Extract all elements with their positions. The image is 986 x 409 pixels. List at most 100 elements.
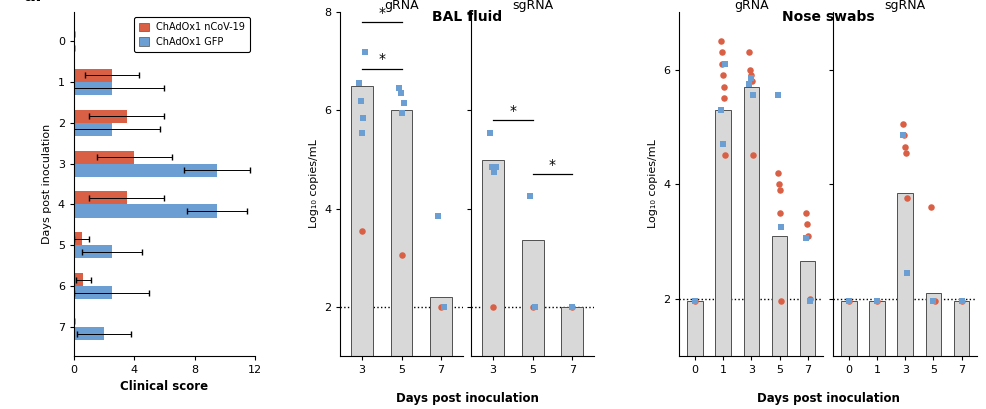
Point [797, 209, 812, 216]
Point [799, 221, 814, 227]
Bar [482, 160, 504, 405]
Point [686, 298, 702, 305]
Bar [952, 301, 968, 409]
Point [716, 95, 732, 101]
Point [797, 235, 812, 242]
Y-axis label: Days post inoculation: Days post inoculation [42, 124, 52, 244]
Bar [74, 110, 126, 123]
Point [715, 141, 731, 147]
Point [351, 80, 367, 87]
Bar [74, 204, 217, 218]
Point [743, 78, 759, 84]
Text: BAL fluid: BAL fluid [432, 10, 502, 24]
Point [896, 144, 912, 150]
Bar [390, 110, 412, 405]
Point [869, 298, 884, 305]
Point [713, 38, 729, 44]
Point [487, 164, 503, 170]
Bar [925, 293, 941, 409]
Point [396, 100, 412, 106]
Point [717, 152, 733, 159]
Point [484, 164, 500, 170]
Point [772, 209, 788, 216]
Point [686, 298, 702, 305]
Point [433, 303, 449, 310]
Bar [351, 86, 373, 405]
Point [742, 75, 758, 81]
Bar [74, 82, 111, 95]
Point [895, 132, 911, 139]
Point [840, 298, 856, 305]
Point [897, 149, 913, 156]
Bar [74, 123, 111, 136]
Point [486, 169, 502, 175]
Point [894, 121, 910, 127]
Title: sgRNA: sgRNA [883, 0, 925, 12]
Point [927, 298, 943, 305]
Point [713, 106, 729, 113]
Point [869, 298, 884, 305]
Point [485, 303, 501, 310]
Title: gRNA: gRNA [384, 0, 418, 12]
Bar [430, 297, 452, 405]
Text: Nose swabs: Nose swabs [781, 10, 874, 24]
Bar [715, 110, 730, 409]
Text: *: * [378, 6, 385, 20]
Point [740, 81, 756, 87]
Text: *: * [509, 104, 516, 118]
Point [393, 252, 409, 258]
Point [773, 298, 789, 305]
Bar [74, 273, 83, 286]
Bar [869, 301, 883, 409]
Bar [840, 301, 856, 409]
Point [771, 187, 787, 193]
Y-axis label: Log₁₀ copies/mL: Log₁₀ copies/mL [647, 139, 657, 229]
Text: Days post inoculation: Days post inoculation [756, 392, 899, 405]
Point [741, 66, 757, 73]
Point [773, 224, 789, 230]
Bar [799, 261, 814, 409]
Point [769, 169, 785, 176]
Bar [896, 193, 912, 409]
Point [430, 213, 446, 219]
Point [770, 181, 786, 187]
Bar [561, 307, 583, 405]
Point [898, 270, 914, 276]
Title: sgRNA: sgRNA [512, 0, 553, 12]
Point [355, 115, 371, 121]
Point [925, 298, 941, 305]
Text: *: * [548, 158, 555, 172]
Bar [74, 191, 126, 204]
Bar [74, 69, 111, 82]
Text: *: * [378, 52, 385, 66]
Bar [686, 301, 702, 409]
Point [715, 72, 731, 79]
Point [390, 85, 406, 92]
Point [713, 49, 729, 56]
Point [394, 110, 410, 116]
Point [840, 298, 856, 305]
Y-axis label: Log₁₀ copies/mL: Log₁₀ copies/mL [309, 139, 318, 229]
Bar [74, 164, 217, 177]
Point [801, 295, 816, 302]
Point [894, 132, 910, 139]
Point [923, 204, 939, 210]
Bar [742, 87, 758, 409]
Point [352, 97, 368, 104]
Point [354, 227, 370, 234]
Point [769, 92, 785, 99]
Point [801, 298, 816, 305]
Point [522, 193, 537, 200]
Bar [74, 286, 111, 299]
Point [740, 49, 756, 56]
Point [357, 48, 373, 55]
Point [564, 303, 580, 310]
Point [952, 298, 968, 305]
Bar [771, 236, 787, 409]
Point [482, 129, 498, 136]
Point [744, 92, 760, 99]
Title: gRNA: gRNA [734, 0, 768, 12]
Text: Days post inoculation: Days post inoculation [395, 392, 538, 405]
Point [800, 232, 815, 239]
Point [952, 298, 968, 305]
